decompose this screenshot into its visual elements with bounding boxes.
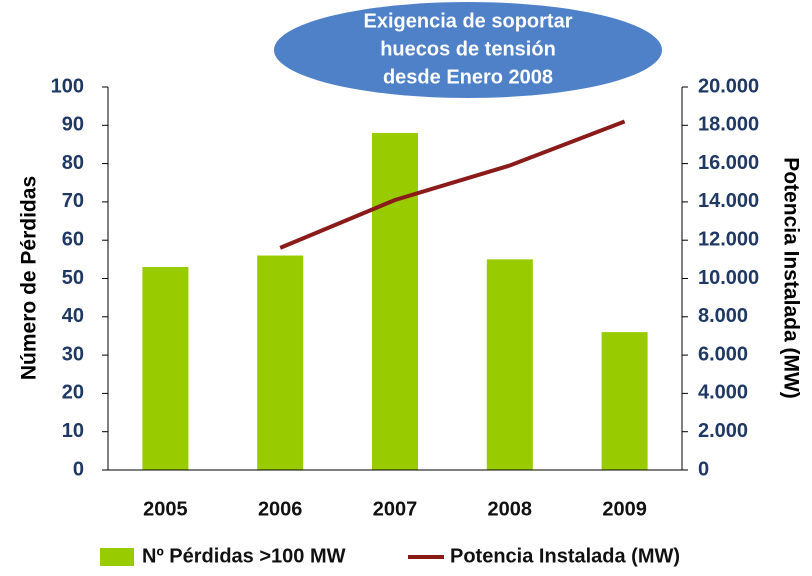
y2-tick-label: 6.000 (698, 343, 748, 365)
y2-tick-label: 4.000 (698, 382, 748, 404)
bar (142, 267, 189, 470)
x-tick-label: 2008 (488, 498, 533, 520)
bar (257, 255, 304, 470)
y2-tick-label: 8.000 (698, 305, 748, 327)
y-tick-label: 30 (62, 343, 84, 365)
line (279, 119, 626, 250)
x-tick-label: 2007 (373, 498, 418, 520)
y-tick-label: 70 (62, 190, 84, 212)
annotation-text: huecos de tensión (380, 38, 556, 60)
y-tick-label: 60 (62, 228, 84, 250)
x-tick-label: 2005 (143, 498, 188, 520)
y-tick-label: 80 (62, 152, 84, 174)
y-tick-label: 10 (62, 420, 84, 442)
annotation-bubble (274, 2, 662, 98)
y2-tick-label: 18.000 (698, 114, 759, 136)
y2-tick-label: 16.000 (698, 152, 759, 174)
annotation-text: desde Enero 2008 (383, 66, 553, 88)
legend-swatch (100, 548, 134, 566)
annotation-text: Exigencia de soportar (364, 10, 573, 32)
legend-label: Nº Pérdidas >100 MW (142, 545, 346, 567)
y2-tick-label: 0 (698, 458, 709, 480)
bar (486, 259, 533, 470)
y-tick-label: 50 (62, 267, 84, 289)
y-tick-label: 90 (62, 114, 84, 136)
y2-axis-title: Potencia Instalada (MW) (779, 157, 802, 399)
y-axis-title: Número de Pérdidas (18, 176, 41, 380)
y2-tick-label: 14.000 (698, 190, 759, 212)
x-tick-label: 2009 (602, 498, 647, 520)
y-tick-label: 20 (62, 382, 84, 404)
y2-tick-label: 12.000 (698, 228, 759, 250)
y2-tick-label: 10.000 (698, 267, 759, 289)
y-tick-label: 40 (62, 305, 84, 327)
y2-tick-label: 2.000 (698, 420, 748, 442)
y2-tick-label: 20.000 (698, 75, 759, 97)
x-tick-label: 2006 (258, 498, 303, 520)
legend-label: Potencia Instalada (MW) (450, 545, 680, 567)
y-tick-label: 100 (51, 75, 84, 97)
y-tick-label: 0 (73, 458, 84, 480)
bar (601, 332, 648, 470)
bar (372, 132, 418, 470)
